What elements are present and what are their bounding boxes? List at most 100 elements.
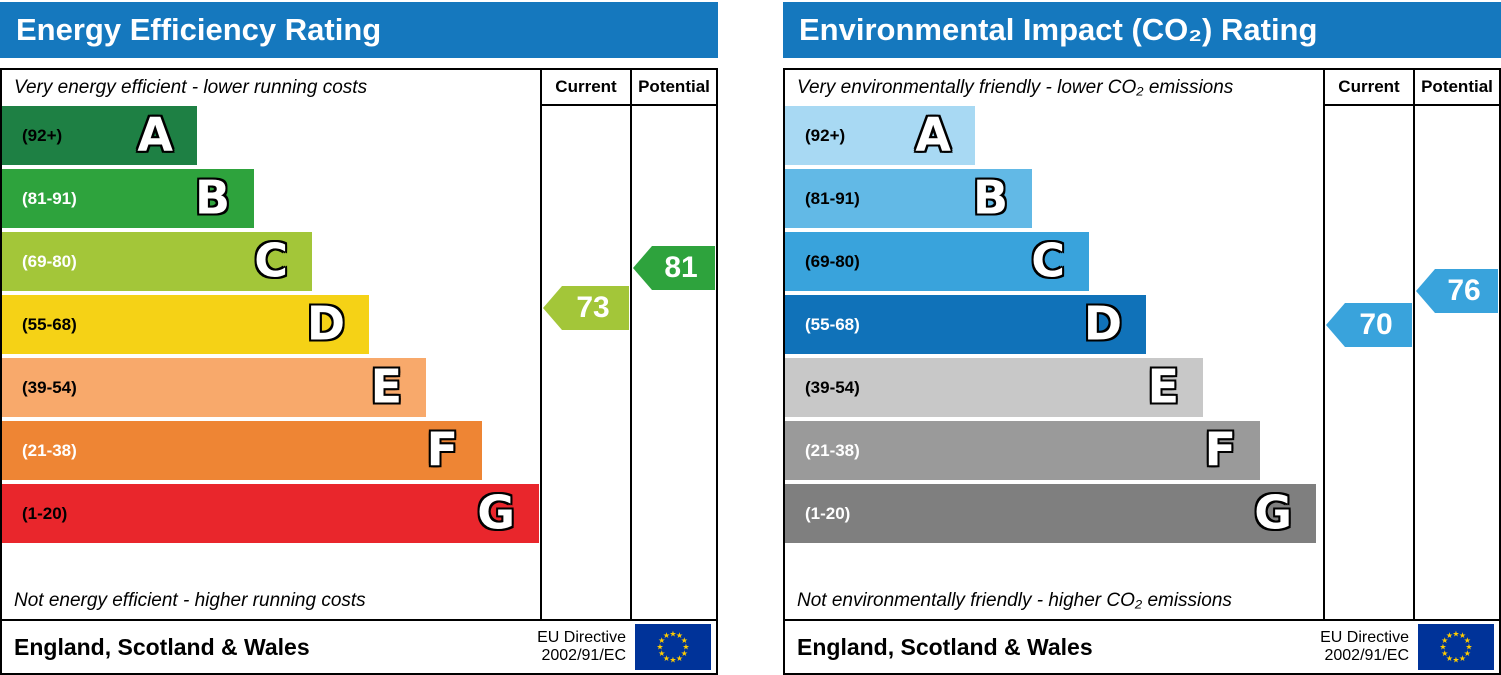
rating-band-a: (92+) A [2, 106, 197, 165]
potential-column: Potential 81 [630, 70, 716, 619]
band-letter: D [1083, 295, 1122, 350]
svg-text:★: ★ [669, 630, 676, 639]
band-letter: C [254, 232, 288, 287]
rating-band-b: (81-91) B [2, 169, 254, 228]
potential-rating-value: 76 [1447, 274, 1481, 307]
band-letter: D [306, 295, 345, 350]
chart-title: Energy Efficiency Rating [16, 12, 382, 47]
band-letter: E [370, 358, 402, 413]
band-letter: G [477, 484, 515, 539]
potential-column-header: Potential [1415, 70, 1499, 106]
current-column-header: Current [542, 70, 630, 106]
environmental-impact-chart: Environmental Impact (CO₂) Rating Very e… [783, 2, 1501, 675]
band-range-label: (21-38) [22, 440, 77, 460]
current-rating-arrow: 70 [1326, 303, 1412, 347]
rating-band-e: (39-54) E [2, 358, 426, 417]
current-rating-value: 70 [1359, 308, 1393, 341]
rating-band-b: (81-91) B [785, 169, 1032, 228]
svg-text:★: ★ [681, 649, 688, 658]
rating-band-c: (69-80) C [2, 232, 312, 291]
chart-grid: Very environmentally friendly - lower CO… [785, 70, 1499, 619]
band-letter: E [1147, 358, 1179, 413]
band-range-label: (39-54) [805, 377, 860, 397]
band-letter: A [915, 106, 951, 161]
band-letter: A [137, 106, 173, 161]
band-range-label: (55-68) [805, 314, 860, 334]
energy-efficiency-chart: Energy Efficiency Rating Very energy eff… [0, 2, 718, 675]
band-range-label: (21-38) [805, 440, 860, 460]
current-rating-value: 73 [576, 291, 610, 324]
band-range-label: (1-20) [22, 503, 68, 523]
svg-text:★: ★ [676, 631, 683, 640]
svg-text:★: ★ [681, 636, 688, 645]
svg-text:★: ★ [1459, 654, 1466, 663]
rating-band-f: (21-38) F [2, 421, 482, 480]
band-letter: B [194, 169, 230, 224]
current-rating-arrow: 73 [543, 286, 629, 330]
eu-directive-line2: 2002/91/EC [541, 647, 626, 664]
bottom-caption: Not energy efficient - higher running co… [14, 590, 366, 611]
svg-text:★: ★ [1439, 643, 1446, 652]
svg-text:★: ★ [1452, 656, 1459, 665]
svg-text:★: ★ [1464, 649, 1471, 658]
rating-scale: Very environmentally friendly - lower CO… [785, 70, 1323, 619]
band-letter: F [426, 421, 458, 476]
rating-band-e: (39-54) E [785, 358, 1203, 417]
current-column-header: Current [1325, 70, 1413, 106]
eu-directive-line2: 2002/91/EC [1324, 647, 1409, 664]
band-range-label: (55-68) [22, 314, 77, 334]
svg-text:★: ★ [1452, 630, 1459, 639]
bottom-caption: Not environmentally friendly - higher CO… [797, 590, 1232, 611]
svg-text:★: ★ [658, 649, 665, 658]
potential-column: Potential 76 [1413, 70, 1499, 619]
chart-body: Very energy efficient - lower running co… [0, 68, 718, 675]
band-range-label: (1-20) [805, 503, 851, 523]
rating-band-g: (1-20) G [2, 484, 539, 543]
eu-directive-label: EU Directive 2002/91/EC [1320, 629, 1409, 666]
potential-rating-arrow: 76 [1416, 269, 1498, 313]
rating-bands: (92+) A (81-91) B (69-80) C (55-68) [785, 106, 1323, 583]
svg-text:★: ★ [1459, 631, 1466, 640]
rating-band-a: (92+) A [785, 106, 975, 165]
svg-text:★: ★ [669, 656, 676, 665]
rating-band-d: (55-68) D [785, 295, 1146, 354]
svg-text:★: ★ [663, 631, 670, 640]
svg-text:★: ★ [676, 654, 683, 663]
band-range-label: (92+) [22, 125, 63, 145]
chart-footer: England, Scotland & Wales EU Directive 2… [785, 619, 1499, 673]
svg-text:★: ★ [1464, 636, 1471, 645]
eu-directive-line1: EU Directive [537, 628, 626, 646]
eu-flag-icon: ★ ★★★★★★★★★★★ [635, 624, 711, 670]
rating-band-f: (21-38) F [785, 421, 1260, 480]
rating-bands: (92+) A (81-91) B (69-80) C (55-68) [2, 106, 540, 583]
rating-band-c: (69-80) C [785, 232, 1089, 291]
svg-text:★: ★ [658, 636, 665, 645]
band-range-label: (39-54) [22, 377, 77, 397]
chart-title-bar: Energy Efficiency Rating [0, 2, 718, 58]
band-letter: C [1031, 232, 1065, 287]
potential-rating-value: 81 [664, 251, 698, 284]
svg-text:★: ★ [1446, 631, 1453, 640]
potential-column-header: Potential [632, 70, 716, 106]
svg-text:★: ★ [1465, 643, 1472, 652]
eu-directive-label: EU Directive 2002/91/EC [537, 629, 626, 666]
top-caption: Very energy efficient - lower running co… [14, 77, 368, 98]
band-letter: G [1254, 484, 1292, 539]
band-letter: B [972, 169, 1008, 224]
rating-band-d: (55-68) D [2, 295, 369, 354]
rating-scale: Very energy efficient - lower running co… [2, 70, 540, 619]
band-range-label: (92+) [805, 125, 846, 145]
eu-directive-line1: EU Directive [1320, 628, 1409, 646]
chart-title-bar: Environmental Impact (CO₂) Rating [783, 2, 1501, 58]
current-column: Current 73 [540, 70, 630, 619]
band-range-label: (81-91) [22, 188, 77, 208]
chart-grid: Very energy efficient - lower running co… [2, 70, 716, 619]
band-range-label: (69-80) [22, 251, 77, 271]
svg-text:★: ★ [1446, 654, 1453, 663]
region-label: England, Scotland & Wales [797, 633, 1093, 660]
svg-text:★: ★ [1441, 636, 1448, 645]
svg-text:★: ★ [682, 643, 689, 652]
chart-footer: England, Scotland & Wales EU Directive 2… [2, 619, 716, 673]
chart-body: Very environmentally friendly - lower CO… [783, 68, 1501, 675]
